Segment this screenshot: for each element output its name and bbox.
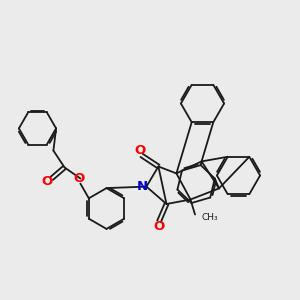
Text: N: N [136,180,148,193]
Text: O: O [153,220,165,233]
Text: O: O [41,175,53,188]
Text: CH₃: CH₃ [202,213,218,222]
Text: O: O [73,172,85,185]
Text: O: O [134,144,146,157]
